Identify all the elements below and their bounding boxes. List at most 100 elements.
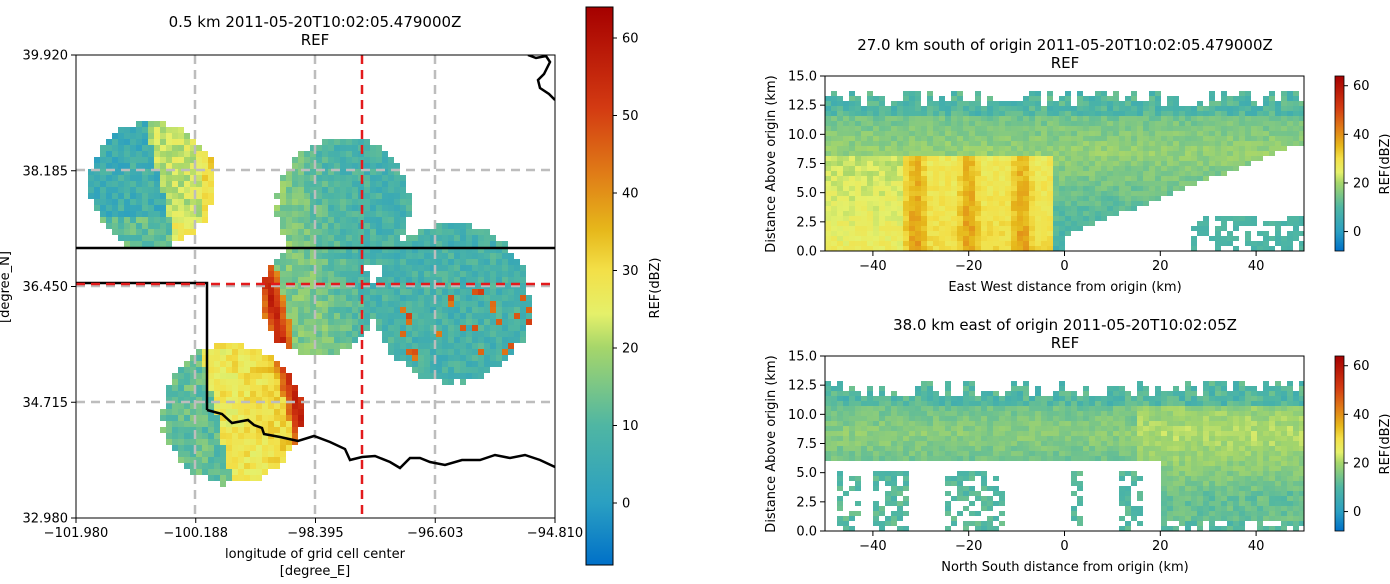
map-cell (454, 319, 460, 325)
ew-cell (1017, 111, 1023, 116)
ew-cell (1023, 241, 1029, 246)
map-cell (358, 169, 364, 175)
ew-cell (1275, 141, 1281, 146)
ns-cell (933, 456, 939, 461)
ew-cell (1269, 131, 1275, 136)
map-cell (112, 157, 118, 163)
ew-cell (1005, 246, 1011, 251)
x-tick-label: −96.603 (407, 526, 463, 541)
ew-cell (939, 231, 945, 236)
ew-cell (969, 151, 975, 156)
ns-cell (981, 426, 987, 431)
map-cell (190, 355, 196, 361)
ew-cell (1239, 156, 1245, 161)
ns-cell (939, 456, 945, 461)
ew-cell (1089, 201, 1095, 206)
ew-cell (1089, 206, 1095, 211)
map-cell (220, 349, 226, 355)
ns-cell (837, 386, 843, 391)
ns-cell (933, 451, 939, 456)
map-cell (424, 241, 430, 247)
ew-cell (1053, 191, 1059, 196)
map-cell (274, 307, 280, 313)
ns-cell (1125, 391, 1131, 396)
ew-cell (897, 106, 903, 111)
ns-cell (1041, 441, 1047, 446)
map-cell (310, 265, 316, 271)
ew-cell (1119, 156, 1125, 161)
ew-cell (1023, 191, 1029, 196)
ns-cell (861, 431, 867, 436)
ew-cell (1299, 231, 1304, 236)
ew-cell (843, 206, 849, 211)
map-cell (442, 319, 448, 325)
ns-cell (1107, 401, 1113, 406)
ew-cell (1149, 166, 1155, 171)
ew-cell (927, 116, 933, 121)
map-cell (172, 199, 178, 205)
ns-cell (1059, 446, 1065, 451)
map-cell (424, 247, 430, 253)
ew-cell (981, 221, 987, 226)
ns-cell (879, 421, 885, 426)
map-cell (328, 229, 334, 235)
ns-cell (969, 471, 975, 476)
map-cell (364, 235, 370, 241)
ew-cell (915, 116, 921, 121)
ew-cell (909, 176, 915, 181)
ew-cell (969, 176, 975, 181)
map-cell (196, 433, 202, 439)
map-cell (442, 253, 448, 259)
map-cell (442, 355, 448, 361)
ew-cell (963, 151, 969, 156)
map-cell (412, 259, 418, 265)
ns-cell (987, 521, 993, 526)
ew-cell (1137, 121, 1143, 126)
ew-cell (1293, 111, 1299, 116)
map-cell (292, 391, 298, 397)
ew-cell (1179, 181, 1185, 186)
ew-cell (825, 206, 831, 211)
ew-cell (1191, 181, 1197, 186)
ns-cell (873, 476, 879, 481)
ew-cell (927, 106, 933, 111)
ew-cell (897, 146, 903, 151)
ew-cell (855, 126, 861, 131)
map-cell (262, 463, 268, 469)
ns-cell (969, 456, 975, 461)
ew-cell (1059, 176, 1065, 181)
ew-cell (1143, 126, 1149, 131)
map-cell (322, 271, 328, 277)
ew-cell (1155, 156, 1161, 161)
map-cell (322, 301, 328, 307)
ew-cell (921, 241, 927, 246)
map-cell (352, 271, 358, 277)
ew-cell (1083, 221, 1089, 226)
ew-cell (1203, 136, 1209, 141)
ew-cell (897, 196, 903, 201)
ns-cell (969, 511, 975, 516)
ew-cell (1017, 166, 1023, 171)
ns-cell (921, 401, 927, 406)
ew-cell (987, 161, 993, 166)
ew-cell (885, 191, 891, 196)
ns-cell (1065, 426, 1071, 431)
map-xlabel: longitude of grid cell center (225, 547, 406, 562)
ew-cell (1215, 166, 1221, 171)
map-cell (502, 253, 508, 259)
map-cell (148, 229, 154, 235)
ew-cell (831, 161, 837, 166)
ew-cell (1005, 191, 1011, 196)
map-cell (310, 163, 316, 169)
map-cell (226, 361, 232, 367)
ew-cell (861, 186, 867, 191)
ew-cell (1095, 91, 1101, 96)
ew-cell (1107, 186, 1113, 191)
map-cell (202, 391, 208, 397)
map-cell (262, 289, 268, 295)
map-cell (136, 223, 142, 229)
map-cell (454, 331, 460, 337)
map-cell (148, 181, 154, 187)
map-cell (202, 421, 208, 427)
y-tick-label: 38.185 (23, 164, 69, 179)
